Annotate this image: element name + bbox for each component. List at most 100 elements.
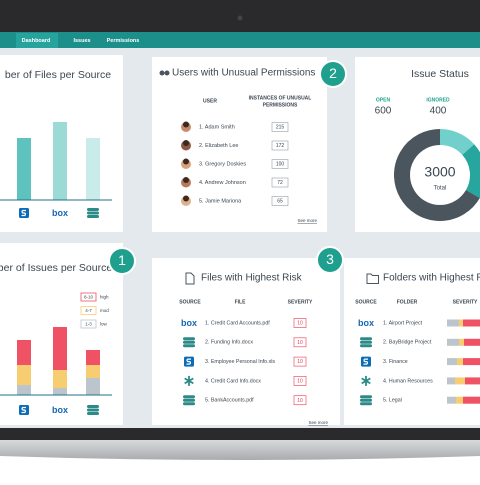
column-header: FILE (235, 299, 246, 305)
stacked-bar-segment (17, 340, 31, 365)
donut-segment (461, 144, 480, 198)
column-header: FOLDER (397, 299, 418, 305)
severity-bar-segment (463, 396, 480, 404)
nav-bar (0, 32, 480, 48)
folder-name: 5. Legal (383, 398, 402, 404)
database-icon (360, 344, 372, 348)
folder-name: 2. BayBridge Project (383, 340, 432, 346)
nav-tab[interactable]: Dashboard (22, 38, 51, 44)
severity: 10 (297, 340, 303, 346)
legend-box (80, 306, 97, 315)
bar (17, 138, 31, 200)
box-logo: box (52, 208, 68, 218)
user-name: 5. Jamie Mariona (199, 198, 242, 204)
sharepoint-mark (21, 406, 27, 414)
severity-bar-segment (447, 396, 456, 404)
step-badge (108, 247, 136, 275)
step-badge-number: 2 (329, 65, 337, 81)
stacked-bar-segment (53, 388, 67, 395)
count: 172 (276, 143, 285, 149)
nav-tab[interactable]: Permissions (107, 38, 140, 44)
panel-title: ber of Issues per Source (0, 262, 112, 274)
user-name: 2. Elizabeth Lee (199, 143, 238, 149)
step-badge-number: 3 (326, 251, 334, 267)
legend-label: low (100, 321, 108, 326)
database-icon (360, 337, 372, 341)
count: 72 (277, 180, 283, 186)
panel-title: Issue Status (411, 68, 469, 80)
legend-range: 1-3 (85, 321, 92, 326)
step-badge (319, 60, 347, 88)
user-name: 4. Andrew Johnson (199, 180, 246, 186)
severity-bar-segment (456, 396, 463, 404)
column-header: INSTANCES OF UNUSUAL (249, 95, 312, 101)
avatar-hair (183, 195, 189, 202)
step-badge (316, 246, 344, 274)
severity-bar-segment (459, 338, 464, 346)
donut-segment (439, 129, 475, 156)
database-icon (183, 402, 195, 406)
file-icon (185, 272, 195, 285)
severity-box (293, 376, 307, 386)
stacked-bar-segment (86, 378, 100, 395)
nav-tab[interactable]: Issues (73, 38, 90, 44)
avatar-hair (183, 121, 189, 128)
severity-box (293, 318, 307, 328)
donut-segment (394, 129, 480, 221)
severity-bar-segment (447, 319, 459, 327)
legend-label: high (100, 294, 109, 299)
stacked-bar-segment (86, 365, 100, 378)
database-icon (87, 211, 99, 215)
stacked-bar-segment (86, 350, 100, 365)
severity-bar-segment (447, 358, 457, 366)
column-header: SEVERITY (453, 299, 478, 305)
database-icon (87, 215, 99, 218)
active-tab (16, 33, 58, 48)
severity-bar-segment (465, 377, 480, 385)
box-logo: box (358, 318, 374, 328)
severity-box (293, 337, 307, 348)
stacked-bar-segment (17, 365, 31, 385)
column-header: SEVERITY (288, 299, 313, 305)
database-icon (183, 337, 195, 341)
asterisk-icon (184, 377, 194, 385)
avatar-hair (183, 158, 189, 165)
severity: 10 (297, 398, 303, 404)
database-icon (183, 395, 195, 399)
severity-bar-segment (459, 319, 463, 327)
count-box (271, 159, 289, 169)
count: 215 (276, 125, 285, 131)
severity-box (293, 356, 307, 367)
severity-bar-segment (464, 338, 480, 346)
count: 100 (276, 162, 285, 168)
folder-name: 1. Airport Project (383, 320, 423, 326)
file-name: 1. Credit Card Accounts.pdf (205, 320, 270, 326)
database-icon (87, 408, 99, 412)
file-name: 5. BankAccounts.pdf (205, 398, 254, 404)
donut-total-label: Total (434, 186, 447, 192)
column-header: PERMISSIONS (263, 102, 298, 108)
count-box (271, 177, 289, 188)
see-more-link[interactable]: See more (308, 420, 328, 425)
box-logo: box (181, 318, 197, 328)
count-box (271, 140, 289, 151)
database-icon (360, 398, 372, 402)
file-name: 3. Employee Personal Info.xls (205, 359, 275, 365)
panel-title: ber of Files per Source (5, 69, 111, 81)
severity-bar-segment (447, 377, 455, 385)
user-name: 1. Adam Smith (199, 124, 235, 130)
users-icon (164, 70, 170, 76)
laptop-base (0, 440, 480, 460)
column-header: USER (203, 98, 217, 104)
stacked-bar-segment (17, 385, 31, 395)
count-box (271, 122, 289, 132)
database-icon (360, 402, 372, 406)
database-icon (87, 208, 99, 211)
severity-bar-segment (455, 377, 465, 385)
sharepoint-mark (21, 209, 27, 217)
box-logo: box (52, 405, 68, 415)
folder-name: 3. Finance (383, 359, 408, 365)
legend-range: 4-7 (85, 308, 92, 313)
see-more-link[interactable]: See more (297, 218, 317, 223)
